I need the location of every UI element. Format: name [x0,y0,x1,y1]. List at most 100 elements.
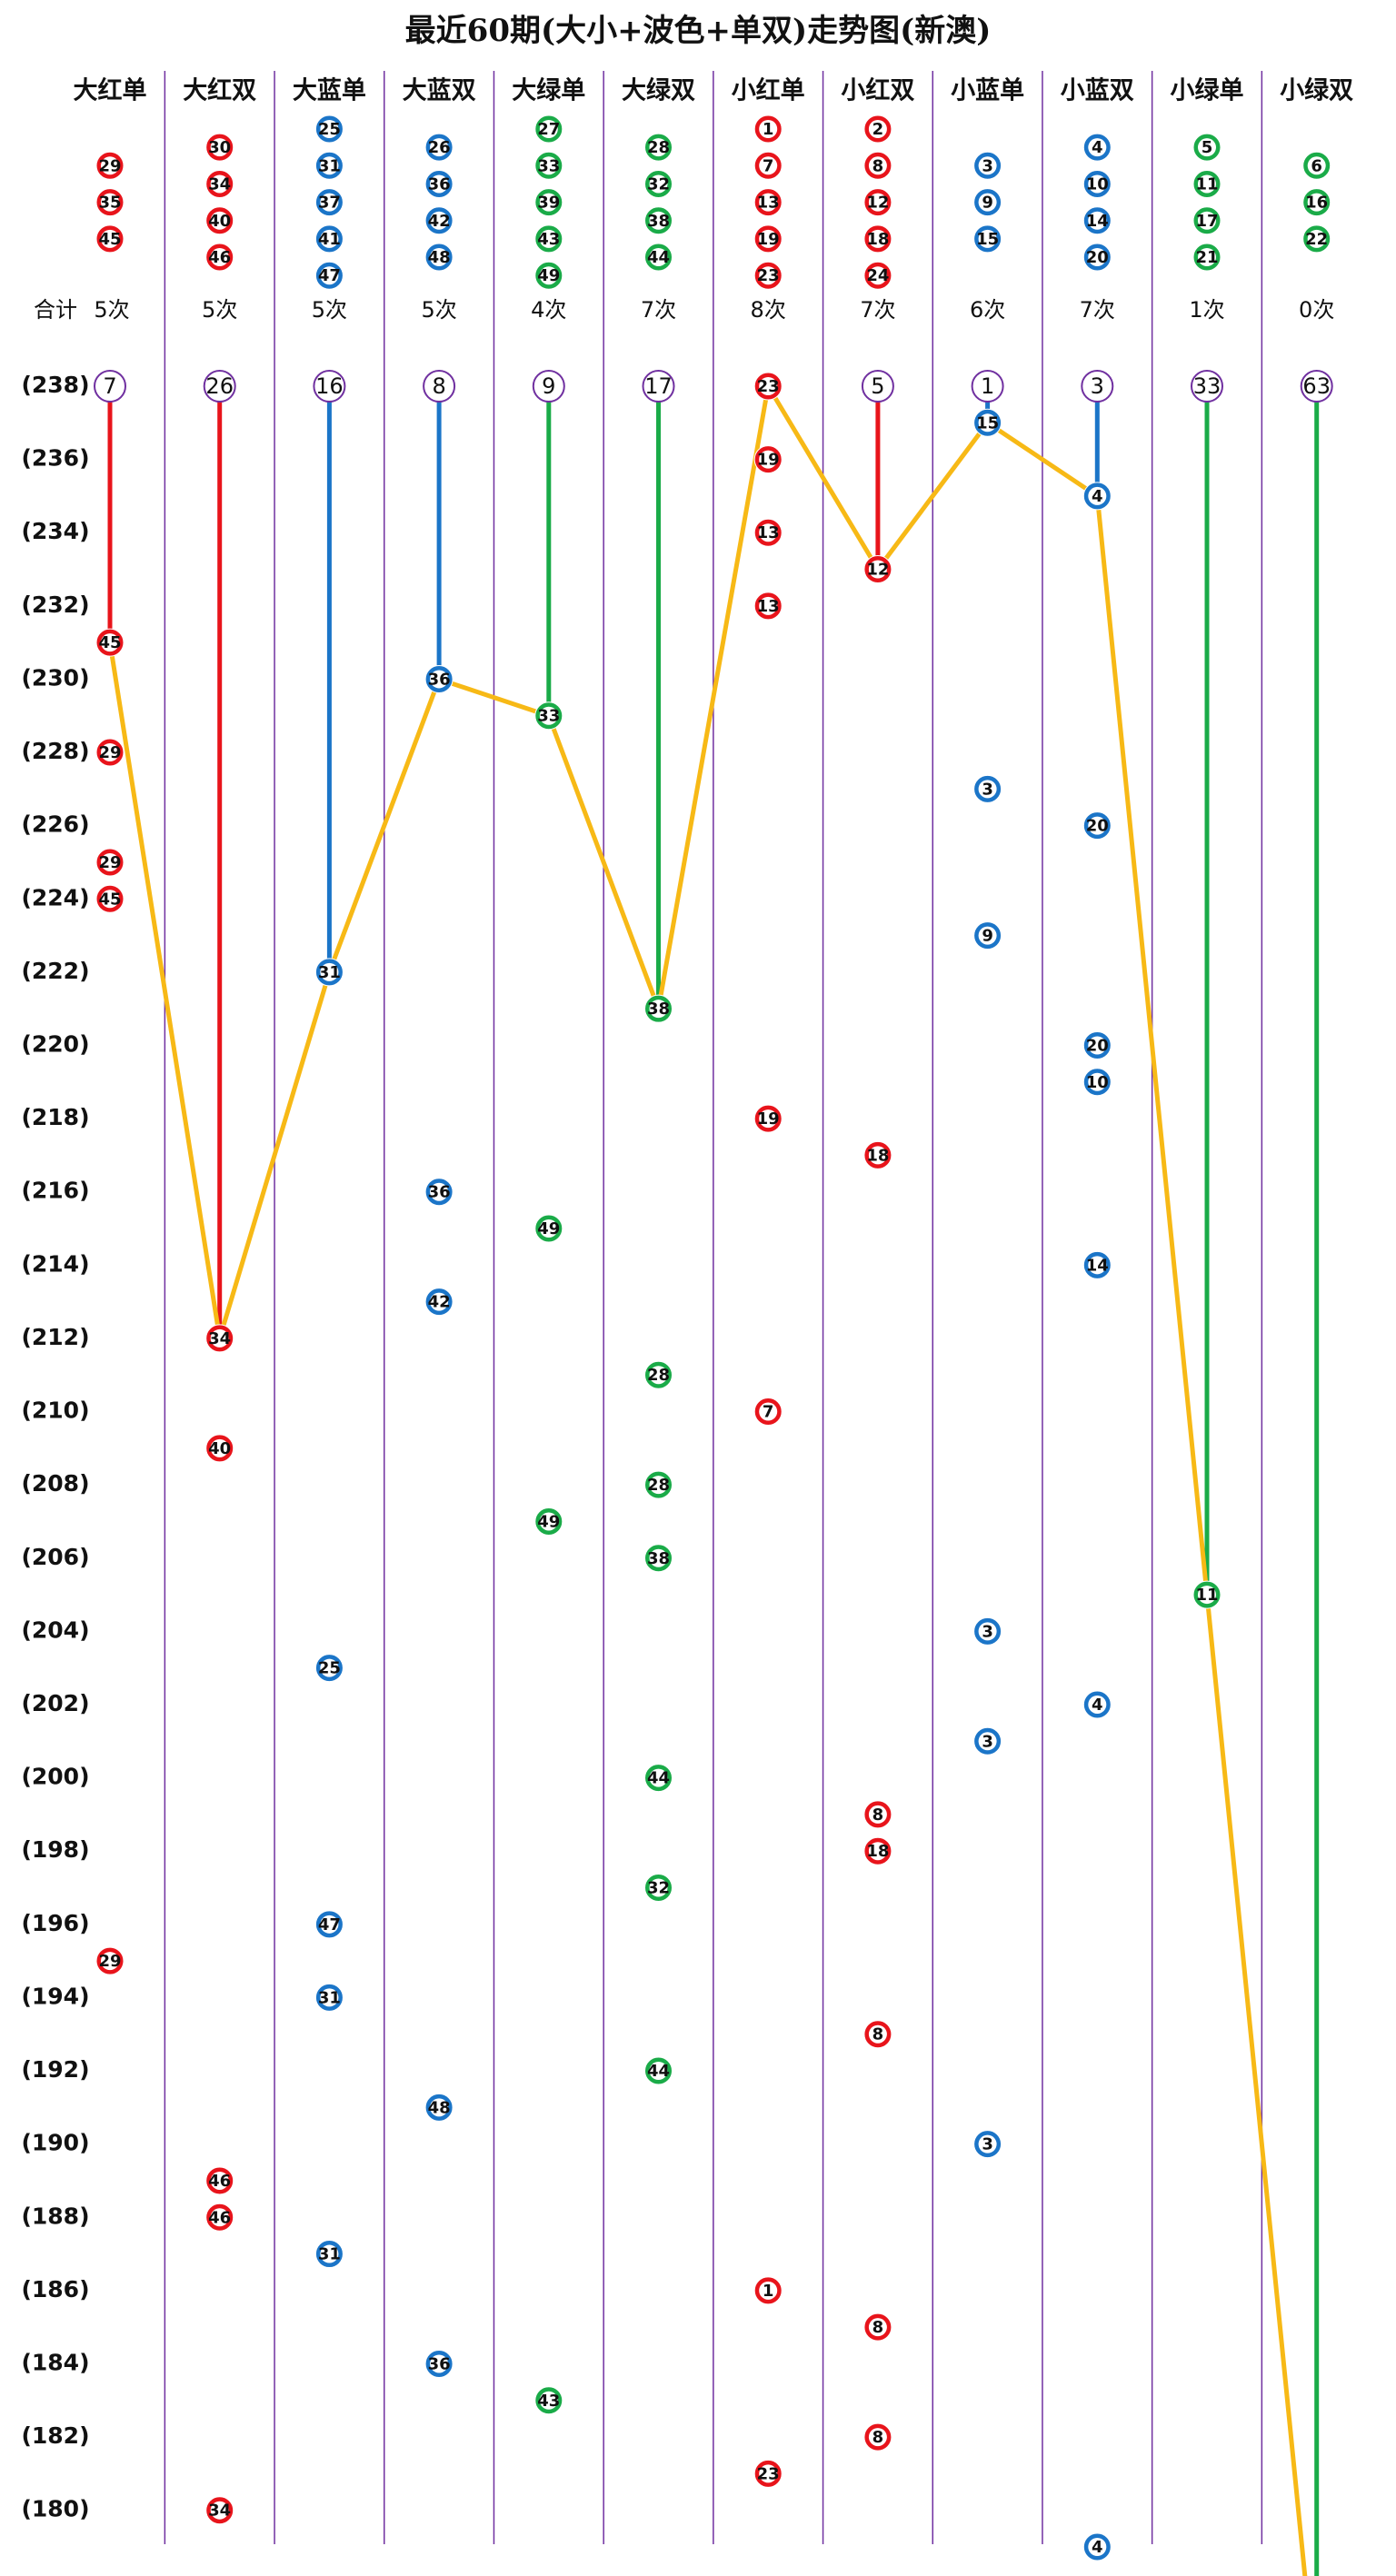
ball-number: 25 [318,120,341,139]
ball-number: 20 [1086,248,1109,267]
period-label: (186) [21,2276,89,2302]
ball: 34 [205,169,234,198]
period-label: (228) [21,738,89,764]
ball: 14 [1082,206,1112,235]
ball-number: 36 [428,174,451,194]
ball-number: 42 [428,1293,451,1312]
ball: 4 [1082,2532,1112,2561]
ball-number: 43 [537,230,560,249]
ball-number: 13 [757,523,780,542]
ball-face [210,1328,229,1348]
ball: 9 [973,921,1002,950]
column-header: 大蓝单 [293,77,366,105]
ball: 29 [95,151,125,180]
ball-number: 4 [1092,487,1103,506]
ball: 42 [424,1288,454,1317]
ball-number: 31 [318,1988,341,2007]
ball: 38 [644,206,673,235]
ball-face [101,743,119,762]
ball-face [539,266,558,285]
ball-face [539,156,558,175]
ball-number: 20 [1086,817,1109,836]
ball-face [978,156,997,175]
ball-number: 35 [98,194,121,213]
ball: 47 [314,1910,344,1939]
ball-number: 6 [1311,156,1322,175]
ball: 30 [205,133,234,162]
chart-title: 最近60期(大小+波色+单双)走势图(新澳) [405,13,992,49]
omission-circle [203,370,236,403]
ball-face [978,926,997,945]
ball-number: 29 [98,853,121,872]
ball-number: 37 [318,194,341,213]
ball-face [1307,156,1326,175]
ball-number: 13 [757,597,780,616]
omission-value: 26 [205,373,234,399]
ball-number: 25 [318,1659,341,1678]
ball: 4 [1082,133,1112,162]
period-label: (202) [21,1690,89,1716]
period-label: (220) [21,1030,89,1057]
column-header: 大红单 [74,76,147,105]
ball-face [1088,248,1107,267]
ball: 10 [1082,1068,1112,1097]
ball-number: 18 [866,1842,889,1861]
ball-number: 8 [872,2428,884,2447]
ball-face [320,120,339,138]
ball-number: 28 [647,1366,670,1385]
column-total: 4次 [531,297,566,323]
ball-face [539,2391,558,2410]
ball-face [320,962,339,981]
ball: 36 [424,1178,454,1207]
ball: 42 [424,206,454,235]
ball-number: 12 [866,194,889,213]
grid-layer [164,71,1263,2544]
ball-face [868,229,887,248]
column-total: 5次 [202,297,237,323]
ball-number: 44 [647,1769,670,1788]
ball-face [868,1146,887,1165]
column-header: 小绿双 [1280,77,1353,105]
ball: 13 [753,592,783,621]
ball-face [1198,1586,1216,1605]
column-total: 7次 [860,297,895,323]
period-label: (214) [21,1250,89,1277]
ball-face [210,174,229,194]
ball-number: 3 [982,780,993,799]
ball-number: 1 [763,2282,774,2301]
column-header: 大绿单 [512,77,585,105]
line-layer [107,383,1320,2576]
ball: 31 [314,958,344,987]
ball: 3 [973,2130,1002,2159]
column-total: 1次 [1189,297,1224,323]
ball: 40 [205,206,234,235]
column-total: 0次 [1299,297,1334,323]
column-total: 5次 [94,297,129,323]
ball-number: 31 [318,156,341,175]
ball-face [868,2428,887,2447]
period-label: (222) [21,958,89,984]
ball-number: 38 [647,1000,670,1019]
ball-face [759,596,778,615]
ball-number: 20 [1086,1036,1109,1055]
ball-face [649,211,668,230]
ball-number: 12 [866,561,889,580]
total-label: 合计 [34,297,77,323]
ball: 47 [314,261,344,290]
ball: 4 [1082,1690,1112,1719]
ball-face [1198,211,1216,230]
ball-number: 32 [647,174,670,194]
ball-face [759,377,778,395]
ball-number: 32 [647,1879,670,1898]
ball-face [649,1768,668,1787]
ball-face [430,1292,449,1311]
ball: 43 [534,224,563,254]
ball-number: 7 [763,156,774,175]
ball-number: 8 [872,1805,884,1825]
ball: 1 [753,2276,783,2305]
ball-number: 31 [318,2245,341,2264]
ball-face [759,2281,778,2300]
ball: 19 [753,445,783,474]
ball-face [539,1219,558,1238]
